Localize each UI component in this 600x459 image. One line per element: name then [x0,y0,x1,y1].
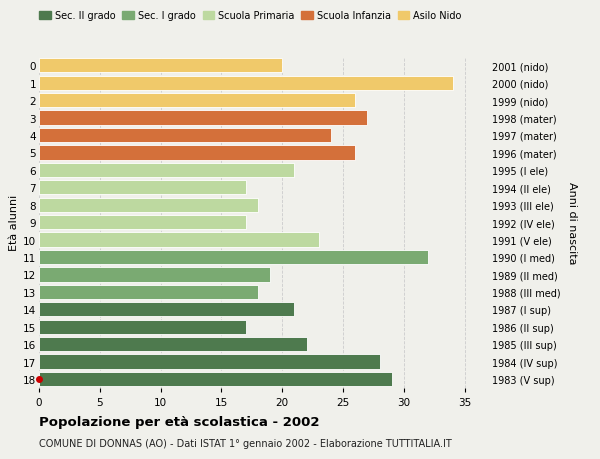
Text: COMUNE DI DONNAS (AO) - Dati ISTAT 1° gennaio 2002 - Elaborazione TUTTITALIA.IT: COMUNE DI DONNAS (AO) - Dati ISTAT 1° ge… [39,438,452,448]
Bar [39,181,246,195]
Bar [39,129,331,143]
Bar [39,337,307,352]
Bar [39,163,295,178]
Y-axis label: Anni di nascita: Anni di nascita [567,181,577,264]
Bar [39,215,246,230]
Bar [39,76,452,90]
Bar [39,320,246,334]
Bar [39,355,380,369]
Legend: Sec. II grado, Sec. I grado, Scuola Primaria, Scuola Infanzia, Asilo Nido: Sec. II grado, Sec. I grado, Scuola Prim… [40,11,461,21]
Bar [39,111,367,125]
Bar [39,250,428,264]
Bar [39,285,258,299]
Bar [39,146,355,160]
Bar [39,94,355,108]
Bar [39,372,392,386]
Bar [39,268,270,282]
Text: Popolazione per età scolastica - 2002: Popolazione per età scolastica - 2002 [39,415,320,428]
Bar [39,59,282,73]
Y-axis label: Età alunni: Età alunni [9,195,19,251]
Bar [39,233,319,247]
Bar [39,302,295,317]
Bar [39,198,258,213]
